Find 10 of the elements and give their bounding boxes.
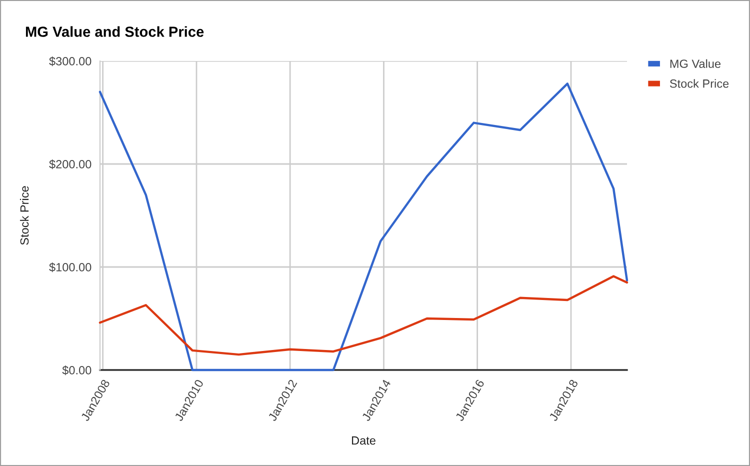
y-tick-label: $300.00 <box>49 56 92 66</box>
x-axis-title: Date <box>352 436 376 445</box>
y-tick-label: $200.00 <box>49 160 92 170</box>
y-tick-label: $100.00 <box>49 262 92 272</box>
y-axis-title: Stock Price <box>20 186 29 245</box>
legend-label: Stock Price <box>670 79 729 88</box>
legend-label: MG Value <box>670 59 721 68</box>
y-tick-label: $0.00 <box>62 366 92 376</box>
line-series <box>98 275 628 356</box>
chart-title: MG Value and Stock Price <box>26 26 204 37</box>
